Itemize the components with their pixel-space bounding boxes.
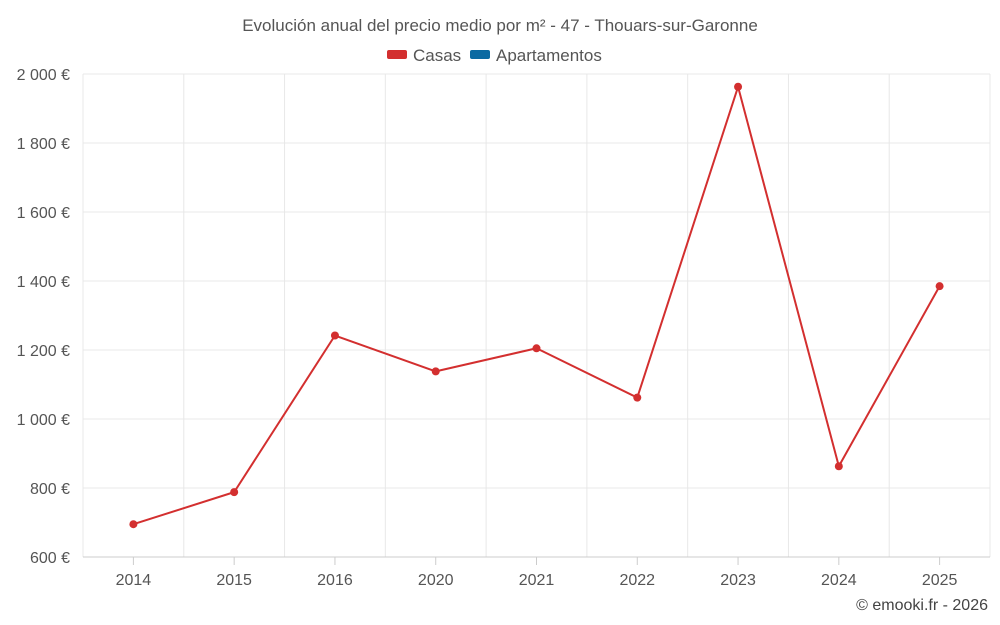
x-tick-label: 2023 [720,572,756,589]
series-line-casas [133,85,941,526]
data-point[interactable] [230,488,239,497]
data-point[interactable] [330,331,339,340]
y-tick-label: 2 000 € [17,67,70,84]
x-tick-label: 2016 [317,572,353,589]
x-axis: 2014 2015 2016 2020 2021 2022 2023 2024 2025 [83,556,990,589]
y-axis: 600 € 800 € 1 000 € 1 200 € 1 400 € 1 600 € 1 … [17,67,70,567]
legend-label-casas: Casas [413,46,461,65]
y-tick-label: 1 800 € [17,136,70,153]
legend-label-apartamentos: Apartamentos [496,46,602,65]
x-tick-label: 2022 [619,572,655,589]
y-tick-label: 1 200 € [17,343,70,360]
x-tick-label: 2025 [922,572,958,589]
legend-item-apartamentos[interactable]: Apartamentos [470,46,602,65]
grid [82,73,991,557]
y-tick-label: 600 € [30,550,70,567]
x-tick-label: 2020 [418,572,454,589]
data-point[interactable] [734,82,743,91]
x-tick-label: 2015 [216,572,252,589]
y-tick-label: 1 000 € [17,412,70,429]
x-tick-label: 2014 [116,572,152,589]
x-tick-label: 2024 [821,572,857,589]
legend-swatch-casas [387,50,407,59]
legend-item-casas[interactable]: Casas [387,46,461,65]
data-point[interactable] [129,520,138,529]
y-tick-label: 800 € [30,481,70,498]
legend[interactable]: Casas Apartamentos [387,46,602,65]
y-tick-label: 1 600 € [17,205,70,222]
legend-swatch-apartamentos [470,50,490,59]
y-tick-label: 1 400 € [17,274,70,291]
series-layer [129,82,944,529]
data-point[interactable] [834,462,843,471]
data-point[interactable] [633,393,642,402]
data-point[interactable] [935,282,944,291]
data-point[interactable] [532,344,541,353]
credit-text: © emooki.fr - 2026 [856,597,988,614]
x-tick-label: 2021 [519,572,555,589]
chart-title: Evolución anual del precio medio por m² … [242,16,758,35]
data-point[interactable] [431,367,440,376]
